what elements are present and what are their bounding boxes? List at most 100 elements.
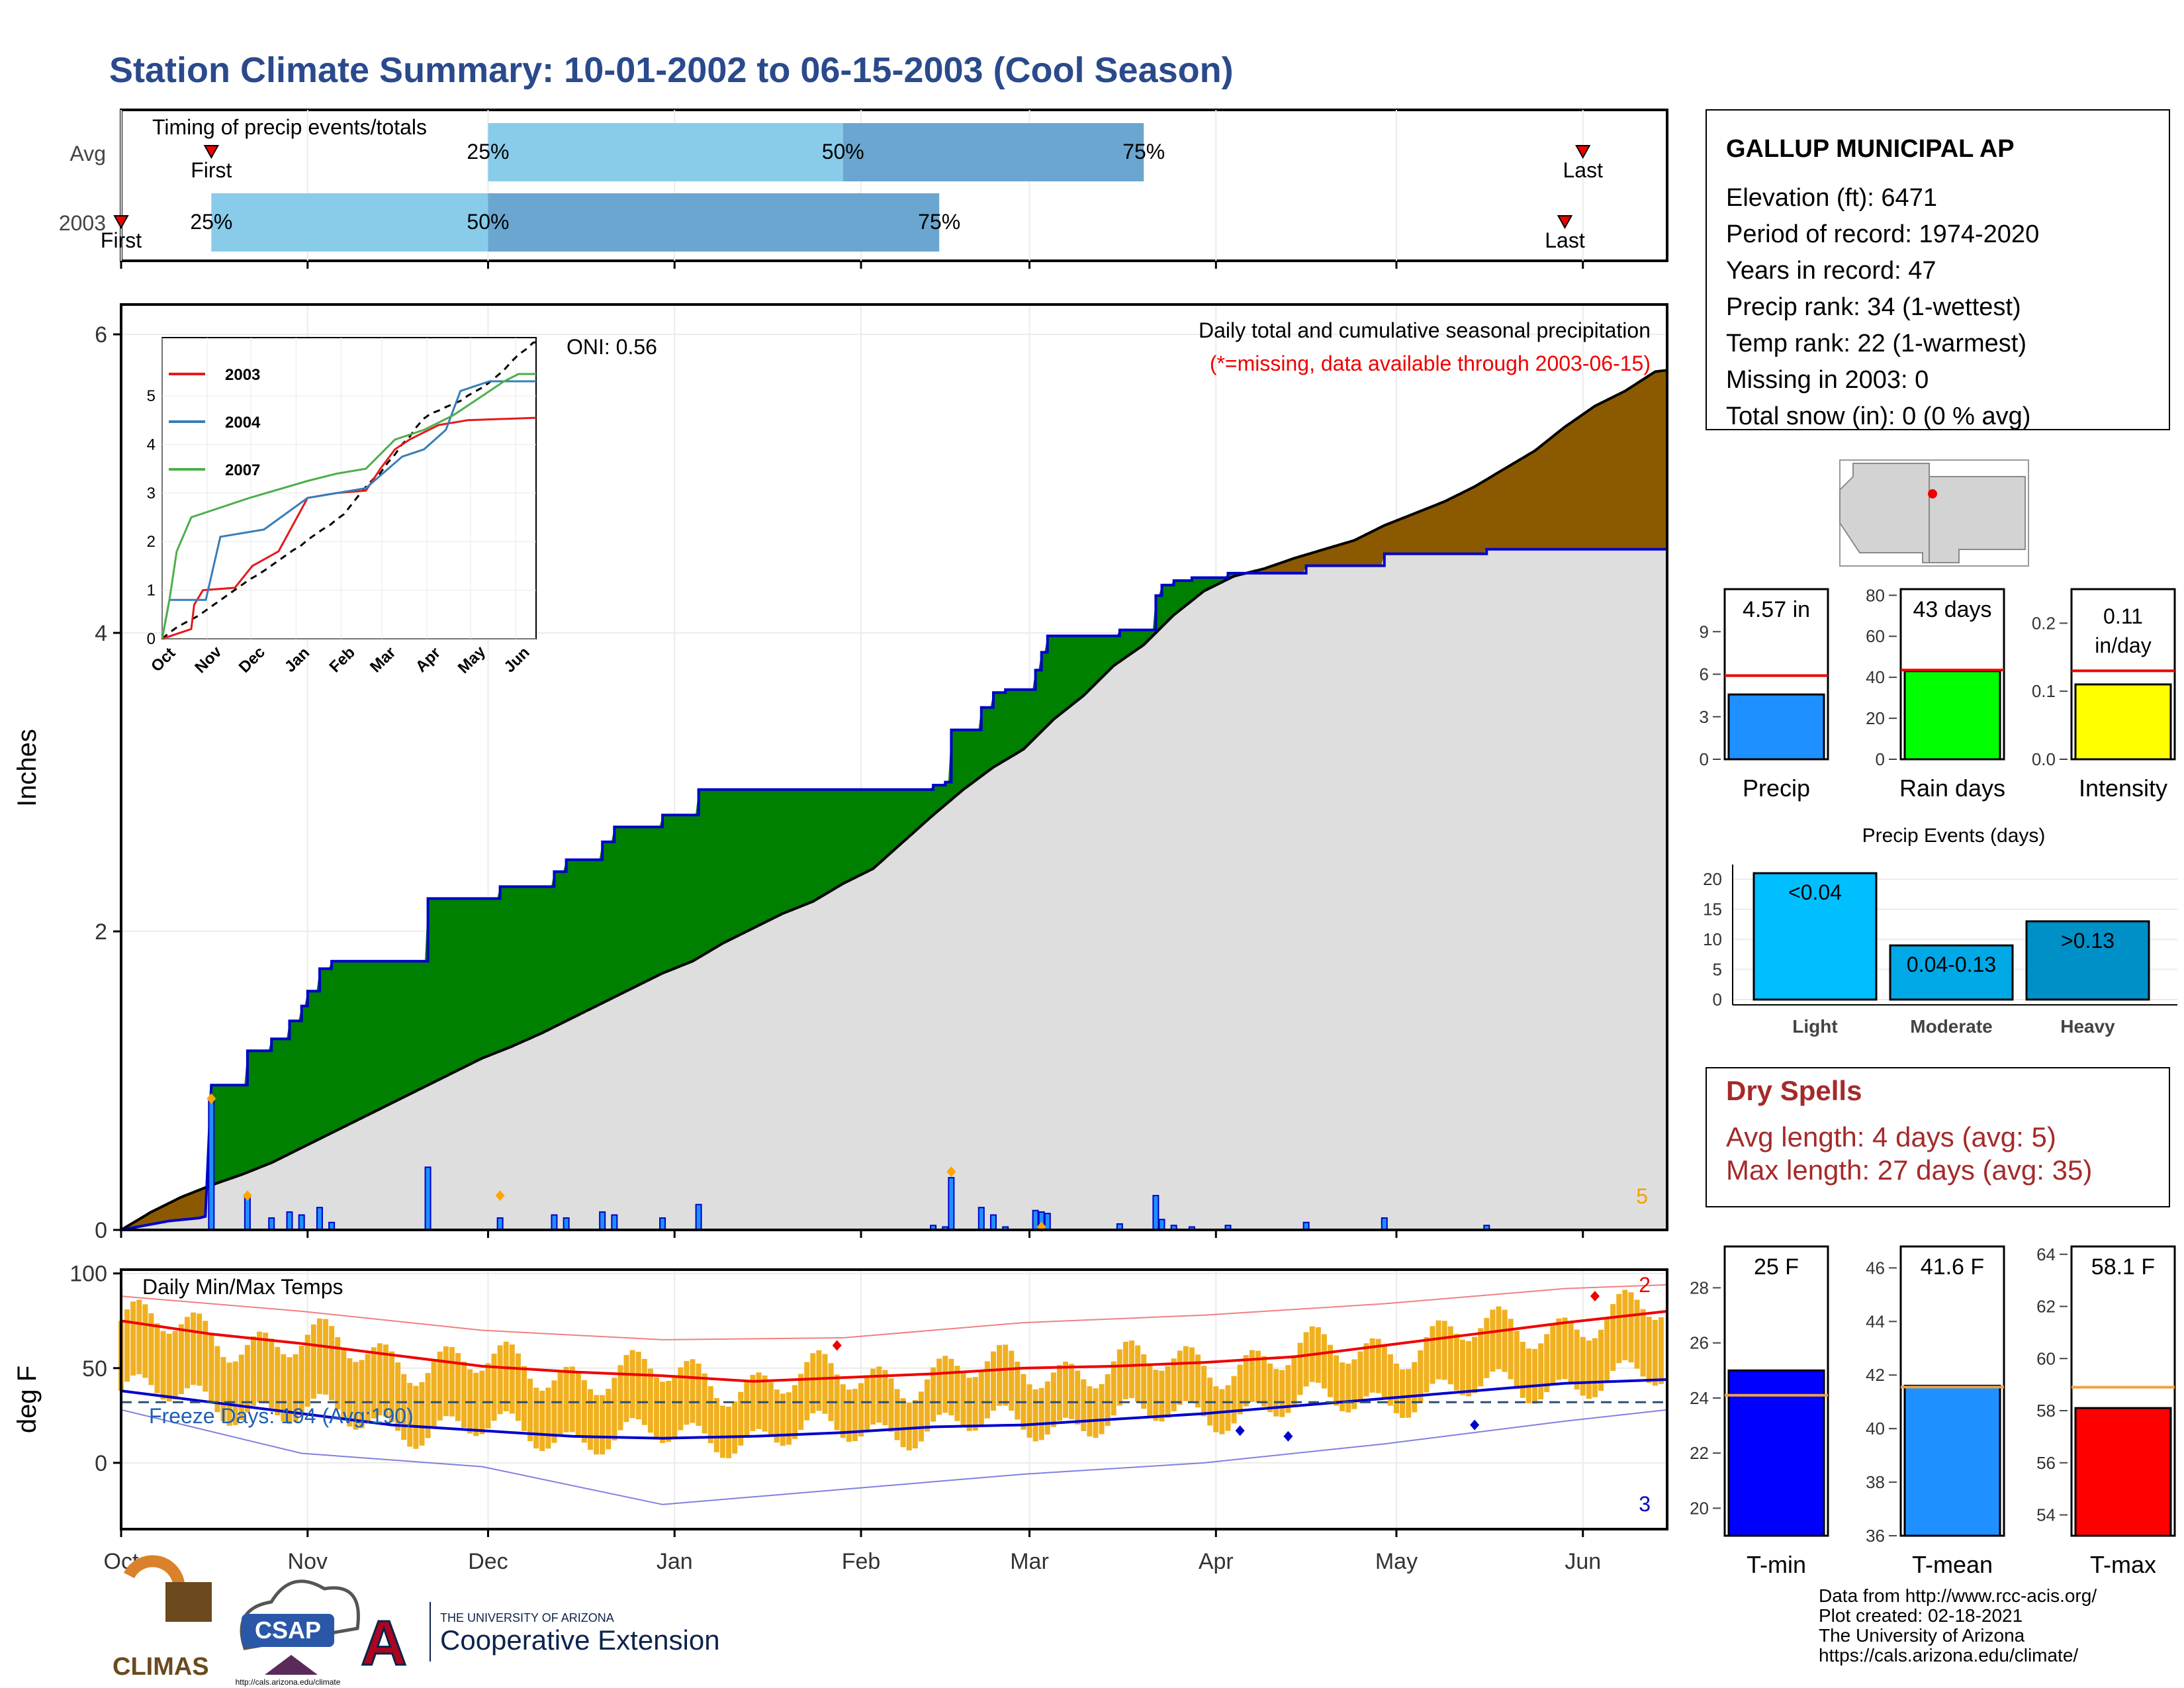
precip-gauge-2-y-tick-label: 0.1 <box>2032 681 2056 701</box>
precip-gauge-0-y-tick-label: 3 <box>1700 707 1709 727</box>
events-bar-heavy <box>2025 920 2150 1001</box>
station-elevation: Elevation (ft): 6471 <box>1726 184 1937 212</box>
daily-temp-range-bar <box>425 1373 431 1438</box>
daily-temp-range-bar <box>208 1333 214 1401</box>
precip-gauge-2-category-label: Intensity <box>2079 774 2167 802</box>
temp-gauge-0-value-label: 25 F <box>1754 1254 1799 1280</box>
daily-temp-range-bar <box>341 1349 347 1419</box>
daily-temp-range-bar <box>347 1358 353 1427</box>
oni-label: ONI: 0.56 <box>567 335 657 359</box>
record-temp-marker <box>1283 1430 1293 1442</box>
temp-y-tick-label: 0 <box>95 1451 107 1476</box>
daily-temp-range-bar <box>491 1353 497 1421</box>
daily-temp-range-bar <box>287 1357 293 1425</box>
daily-precip-bar <box>978 1207 985 1231</box>
missing-data-note: (*=missing, data available through 2003-… <box>1210 352 1651 375</box>
month-tick-label: Jun <box>1565 1549 1601 1574</box>
timing-avg-bar-25-50 <box>488 123 843 181</box>
daily-temp-range-bar <box>1183 1346 1189 1401</box>
daily-temp-range-bar <box>1032 1389 1038 1442</box>
station-snow: Total snow (in): 0 (0 % avg) <box>1726 402 2030 430</box>
climas-logo-block <box>165 1582 212 1622</box>
daily-temp-range-bar <box>635 1352 641 1420</box>
events-category-label: Light <box>1792 1016 1837 1037</box>
precip-gauge-2-y-tick-label: 0.2 <box>2032 613 2056 633</box>
daily-temp-range-bar <box>1550 1325 1556 1385</box>
daily-temp-range-bar <box>527 1378 533 1442</box>
timing-panel-title: Timing of precip events/totals <box>152 115 427 139</box>
daily-temp-range-bar <box>329 1326 335 1401</box>
daily-temp-range-bar <box>882 1370 888 1426</box>
daily-temp-range-bar <box>1177 1350 1183 1405</box>
average-cumulative-line <box>120 369 1668 1231</box>
month-tick-label: Nov <box>288 1549 328 1574</box>
climas-logo: CLIMAS <box>113 1555 212 1681</box>
month-tick-label: Feb <box>842 1549 881 1574</box>
daily-temp-range-bar <box>130 1301 136 1376</box>
daily-precip-bar <box>286 1211 293 1231</box>
daily-temp-range-bar <box>1081 1379 1087 1431</box>
daily-temp-range-bar <box>497 1345 503 1415</box>
daily-temp-range-bar <box>533 1387 539 1449</box>
daily-temp-range-bar <box>563 1366 569 1432</box>
daily-temp-range-bar <box>1441 1321 1447 1380</box>
daily-temp-range-bar <box>647 1368 653 1433</box>
daily-temp-range-bar <box>696 1363 702 1427</box>
daily-temp-range-bar <box>828 1363 834 1421</box>
daily-temp-range-bar <box>232 1361 238 1425</box>
daily-precip-bar <box>695 1203 702 1231</box>
daily-precip-bar <box>268 1217 275 1231</box>
dry-spells-max: Max length: 27 days (avg: 35) <box>1726 1154 2092 1186</box>
daily-temp-range-bar <box>1285 1365 1291 1413</box>
daily-temp-range-bar <box>419 1382 425 1446</box>
precip-gauge-2-y-tick-label: 0.0 <box>2032 749 2056 769</box>
events-y-tick-label: 20 <box>1703 869 1722 889</box>
daily-temp-range-bar <box>1640 1309 1646 1377</box>
daily-temp-range-bar <box>1111 1361 1116 1416</box>
daily-temp-range-bar <box>461 1362 467 1428</box>
temp-gauge-0-y-tick-label: 28 <box>1690 1278 1709 1297</box>
daily-temp-range-bar <box>545 1387 551 1449</box>
daily-temp-range-bar <box>1400 1369 1406 1419</box>
inset-y-tick-label: 5 <box>147 387 156 405</box>
daily-precip-bar <box>948 1177 955 1231</box>
daily-precip-bar <box>298 1214 305 1231</box>
daily-temp-range-bar <box>1044 1381 1050 1435</box>
daily-temp-range-bar <box>1249 1350 1255 1403</box>
temp-panel-background <box>121 1270 1667 1529</box>
timing-2003-bar-25-50 <box>211 193 488 252</box>
temp-y-axis-label: deg F <box>13 1366 42 1433</box>
daily-temp-range-bar <box>1009 1350 1015 1411</box>
daily-temp-range-bar <box>220 1356 226 1421</box>
daily-temp-range-bar <box>756 1372 762 1429</box>
daily-temp-range-bar <box>1574 1329 1580 1389</box>
events-y-tick-label: 0 <box>1713 990 1722 1009</box>
precip-gauge-2-value-bar <box>2074 683 2172 761</box>
daily-temp-range-bar <box>653 1377 659 1440</box>
daily-temp-range-bar <box>1412 1362 1418 1413</box>
precip-gauge-1-y-tick-label: 60 <box>1866 626 1885 646</box>
daily-temp-range-bar <box>768 1382 774 1437</box>
events-category-label: Heavy <box>2060 1016 2115 1037</box>
events-bar-moderate <box>1889 944 2014 1001</box>
temp-gauge-0-category-label: T-min <box>1747 1551 1806 1578</box>
daily-temp-range-bar <box>1225 1385 1231 1431</box>
precip-gauge-1-category-label: Rain days <box>1899 774 2005 802</box>
daily-temp-range-bar <box>136 1299 142 1374</box>
temp-gauge-1-y-tick-label: 44 <box>1866 1311 1885 1331</box>
events-y-tick-label: 5 <box>1713 960 1722 980</box>
daily-temp-range-bar <box>1520 1341 1525 1398</box>
csap-logo-mountain <box>265 1655 318 1675</box>
daily-precip-bar <box>424 1166 432 1231</box>
station-name: GALLUP MUNICIPAL AP <box>1726 135 2015 163</box>
daily-temp-range-bar <box>629 1350 635 1419</box>
daily-temp-range-bar <box>666 1381 672 1442</box>
timing-avg-p75-label: 75% <box>1122 140 1165 164</box>
daily-temp-range-bar <box>1484 1317 1490 1378</box>
daily-temp-range-bar <box>942 1356 948 1413</box>
timing-avg-p25-label: 25% <box>467 140 509 164</box>
timing-row-avg: Avg <box>69 142 106 165</box>
daily-temp-range-bar <box>1165 1366 1171 1418</box>
daily-temp-range-bar <box>359 1360 365 1429</box>
daily-temp-range-bar <box>786 1392 792 1445</box>
